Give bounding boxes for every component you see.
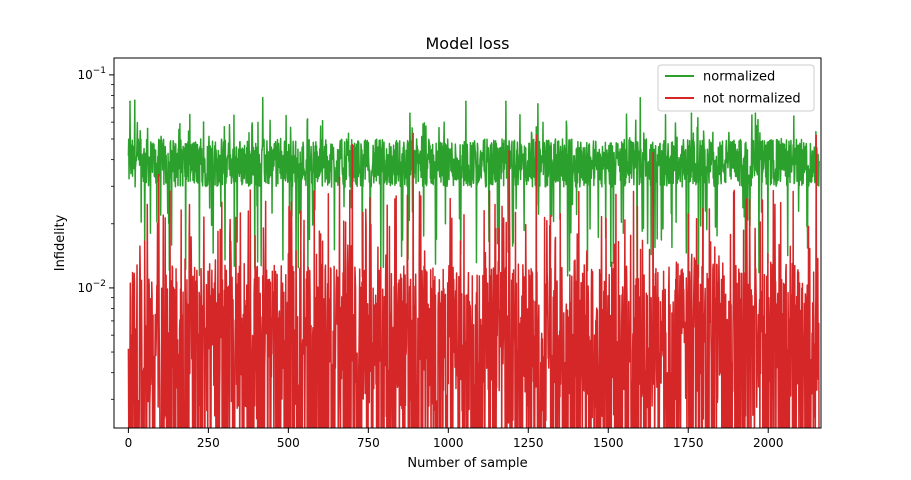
x-axis-label: Number of sample — [407, 456, 527, 471]
series-point — [409, 112, 411, 115]
series-point — [793, 115, 795, 117]
plot-area — [127, 97, 820, 428]
series-point — [306, 118, 309, 120]
y-tick-label: 10−2 — [77, 279, 106, 295]
series-point — [261, 97, 264, 99]
x-tick-label: 1500 — [593, 436, 624, 450]
series-point — [652, 152, 654, 154]
series-point — [465, 100, 467, 103]
plot-frame — [113, 57, 822, 429]
x-tick-label: 500 — [277, 436, 300, 450]
series-line-normalized — [127, 97, 820, 279]
series-point — [508, 150, 510, 152]
series-point — [129, 100, 131, 103]
series-point — [690, 112, 693, 115]
series-point — [412, 132, 414, 135]
series-point — [223, 126, 226, 128]
series-point — [815, 134, 818, 137]
x-tick-label: 1250 — [513, 436, 544, 450]
series-point — [351, 143, 354, 146]
series-point — [202, 121, 205, 123]
series-normalized — [127, 97, 820, 279]
y-tick-label: 10−1 — [77, 66, 106, 82]
legend-label-not-normalized: not normalized — [703, 92, 801, 107]
series-point — [537, 103, 539, 105]
y-axis-label: Infidelity — [53, 214, 68, 271]
series-point — [505, 100, 507, 103]
legend: normalized not normalized — [657, 64, 815, 112]
series-point — [338, 176, 341, 179]
chart-title: Model loss — [425, 34, 509, 53]
legend-box — [657, 64, 815, 112]
x-tick-label: 1750 — [673, 436, 704, 450]
legend-label-normalized: normalized — [703, 70, 775, 85]
series-line-not-normalized — [127, 132, 820, 428]
x-tick-label: 750 — [357, 436, 380, 450]
series-point — [146, 127, 149, 130]
x-tick-label: 2000 — [753, 436, 784, 450]
x-axis-ticks: 0 250 500 750 1000 1250 1500 1750 2000 — [125, 428, 784, 450]
series-point — [535, 134, 538, 137]
x-tick-label: 250 — [197, 436, 220, 450]
series-not-normalized — [127, 132, 820, 428]
series-point — [133, 99, 136, 102]
y-axis-ticks: 10−2 10−1 — [77, 66, 114, 400]
series-point — [754, 112, 757, 115]
series-point — [639, 97, 642, 99]
x-tick-label: 0 — [125, 436, 133, 450]
series-point — [157, 173, 160, 176]
x-tick-label: 1000 — [433, 436, 464, 450]
